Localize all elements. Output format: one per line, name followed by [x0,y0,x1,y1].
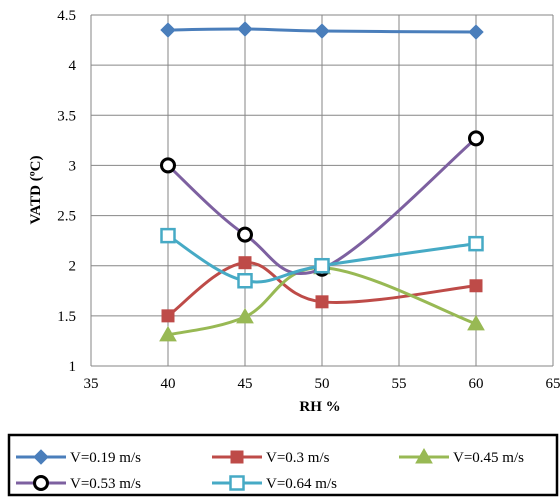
y-tick-label: 4.5 [57,8,76,24]
y-tick-label: 1 [69,359,77,375]
data-point [470,280,482,292]
legend-swatch-marker [35,477,48,490]
data-point [239,228,252,241]
legend-label: V=0.53 m/s [70,476,141,492]
x-tick-label: 65 [546,376,560,392]
legend-label: V=0.64 m/s [266,476,337,492]
data-point [239,274,252,287]
data-point [238,22,252,36]
x-tick-label: 40 [161,376,176,392]
y-tick-label: 3.5 [57,108,76,124]
grid [91,15,553,366]
data-point [316,259,329,272]
y-tick-label: 3 [69,158,77,174]
y-tick-label: 2 [69,259,77,275]
data-point [162,159,175,172]
legend-swatch-marker [231,451,243,463]
x-axis-title: RH % [299,399,340,415]
legend: V=0.19 m/s V=0.3 m/s V=0.45 m/s V=0.53 m/s V… [9,435,557,495]
legend-item: V=0.64 m/s [212,476,337,492]
y-axis-title: VATD (ºC) [28,156,44,225]
legend-label: V=0.3 m/s [266,450,330,466]
legend-swatch-marker [231,477,244,490]
x-tick-label: 60 [469,376,484,392]
data-point [239,257,251,269]
x-tick-label: 55 [392,376,407,392]
data-point [470,132,483,145]
data-point [315,24,329,38]
legend-label: V=0.45 m/s [453,450,524,466]
legend-label: V=0.19 m/s [70,450,141,466]
series-1 [161,22,483,39]
data-point [162,310,174,322]
data-point [316,296,328,308]
y-tick-label: 4 [69,58,77,74]
data-point [161,23,175,37]
y-tick-label: 2.5 [57,209,76,225]
data-point [162,229,175,242]
x-tick-label: 35 [84,376,99,392]
y-tick-label: 1.5 [57,309,76,325]
data-point [469,25,483,39]
x-tick-label: 50 [315,376,330,392]
data-point [470,237,483,250]
x-tick-label: 45 [238,376,253,392]
